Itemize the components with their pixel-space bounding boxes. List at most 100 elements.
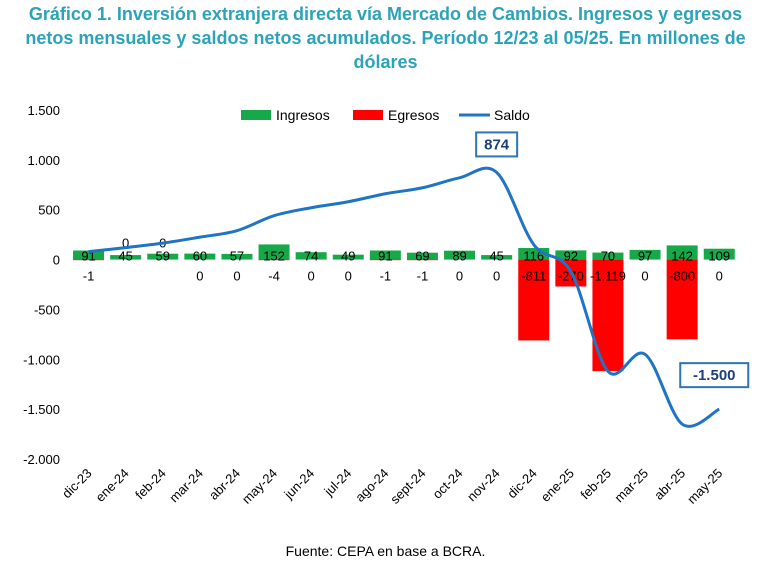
ingresos-value-label: 60 xyxy=(193,249,207,264)
ingresos-value-label: 59 xyxy=(156,249,170,264)
ingresos-labels: 91 45 59 60 57 152 74 49 91 69 89 45 116 92 70 97 142 109 xyxy=(81,249,730,264)
x-tick-label: sept-24 xyxy=(387,466,428,507)
y-tick-label: -1.000 xyxy=(23,352,60,367)
x-tick-label: mar-25 xyxy=(611,466,651,506)
egresos-value-label: 0 xyxy=(308,269,315,284)
ingresos-bar xyxy=(221,253,253,260)
ingresos-value-label: 69 xyxy=(415,249,429,264)
ingresos-value-label: 57 xyxy=(230,249,244,264)
callouts: 874 -1.500 xyxy=(475,131,750,389)
x-tick-label: abr-25 xyxy=(651,466,688,503)
ingresos-value-label: 49 xyxy=(341,249,355,264)
egresos-bar xyxy=(258,259,290,261)
x-tick-label: oct-24 xyxy=(430,466,466,502)
egresos-value-label: 0 xyxy=(716,269,723,284)
legend-label-ingresos: Ingresos xyxy=(276,107,330,123)
saldo-line-group xyxy=(88,166,721,428)
legend: Ingresos Egresos Saldo xyxy=(241,107,530,123)
y-tick-label: -1.500 xyxy=(23,402,60,417)
x-tick-label: may-25 xyxy=(684,466,725,507)
egresos-value-label: -1 xyxy=(417,269,429,284)
x-tick-label: jul-24 xyxy=(321,466,355,500)
legend-swatch-ingresos xyxy=(241,110,271,120)
egresos-value-label: 0 xyxy=(122,236,129,251)
callout-label: -1.500 xyxy=(693,367,736,384)
legend-label-egresos: Egresos xyxy=(388,107,439,123)
ingresos-bars xyxy=(73,244,735,260)
ingresos-bar xyxy=(147,253,179,260)
x-tick-label: ene-24 xyxy=(93,466,132,505)
chart-title: Gráfico 1. Inversión extranjera directa … xyxy=(25,4,746,72)
egresos-bar xyxy=(369,259,401,261)
ingresos-value-label: 91 xyxy=(378,249,392,264)
ingresos-bar xyxy=(295,252,327,260)
y-tick-label: 500 xyxy=(38,203,60,218)
callout-label: 874 xyxy=(484,136,510,153)
ingresos-value-label: 109 xyxy=(708,249,730,264)
ingresos-bar xyxy=(481,255,513,260)
egresos-bar xyxy=(406,259,438,261)
ingresos-bar xyxy=(629,249,661,260)
callout-box xyxy=(679,362,750,389)
legend-label-saldo: Saldo xyxy=(494,107,530,123)
ingresos-value-label: 142 xyxy=(671,249,693,264)
ingresos-bar xyxy=(110,255,142,260)
y-tick-label: 1.000 xyxy=(27,153,60,168)
egresos-value-label: -800 xyxy=(669,269,695,284)
x-tick-label: ago-24 xyxy=(352,466,391,505)
egresos-bar xyxy=(73,259,105,261)
ingresos-value-label: 97 xyxy=(638,249,652,264)
callout-box xyxy=(475,131,519,158)
y-tick-label: -2.000 xyxy=(23,452,60,467)
x-tick-label: ene-25 xyxy=(538,466,577,505)
source-note: Fuente: CEPA en base a BCRA. xyxy=(285,543,486,559)
ingresos-value-label: 152 xyxy=(263,249,285,264)
egresos-value-label: -1 xyxy=(380,269,392,284)
egresos-value-label: -1 xyxy=(83,269,95,284)
ingresos-bar xyxy=(666,245,698,260)
y-tick-label: -500 xyxy=(34,302,60,317)
egresos-labels: -10 00 0 -4 0 0 -1 -1 0 0 -811 -270 -1.119 0 -800 0 xyxy=(83,236,723,284)
ingresos-value-label: 45 xyxy=(118,249,132,264)
egresos-bars xyxy=(73,259,698,372)
egresos-value-label: -811 xyxy=(521,269,546,284)
ingresos-value-label: 45 xyxy=(489,249,503,264)
x-tick-label: abr-24 xyxy=(206,466,243,503)
x-tick-label: mar-24 xyxy=(166,466,206,506)
x-tick-label: jun-24 xyxy=(280,466,317,503)
ingresos-bar xyxy=(518,248,550,260)
ingresos-bar xyxy=(703,248,735,260)
x-tick-label: feb-24 xyxy=(132,466,169,503)
x-tick-label: nov-24 xyxy=(464,466,503,505)
egresos-value-label: 0 xyxy=(233,269,240,284)
egresos-value-label: -270 xyxy=(558,269,584,284)
ingresos-bar xyxy=(73,250,105,260)
y-axis: 1.500 1.000 500 0 -500 -1.000 -1.500 -2.000 xyxy=(23,103,60,467)
ingresos-value-label: 89 xyxy=(452,249,466,264)
x-tick-label: feb-25 xyxy=(577,466,614,503)
ingresos-bar xyxy=(444,250,476,260)
ingresos-bar xyxy=(592,252,624,260)
ingresos-bar xyxy=(369,250,401,260)
ingresos-bar xyxy=(258,244,290,260)
ingresos-bar xyxy=(406,252,438,260)
x-tick-label: dic-23 xyxy=(59,466,95,502)
ingresos-value-label: 70 xyxy=(601,249,615,264)
ingresos-value-label: 92 xyxy=(564,249,578,264)
ingresos-value-label: 74 xyxy=(304,249,318,264)
egresos-value-label: 0 xyxy=(345,269,352,284)
y-tick-label: 1.500 xyxy=(27,103,60,118)
egresos-bar xyxy=(518,259,550,341)
ingresos-bar xyxy=(332,254,364,260)
x-tick-label: may-24 xyxy=(239,466,280,507)
egresos-value-label: -4 xyxy=(268,269,280,284)
saldo-line xyxy=(88,166,721,428)
egresos-value-label: 0 xyxy=(641,269,648,284)
y-tick-label: 0 xyxy=(53,253,60,268)
egresos-value-label: 0 xyxy=(456,269,463,284)
ingresos-bar xyxy=(555,250,587,260)
ingresos-bar xyxy=(184,253,216,260)
ingresos-value-label: 116 xyxy=(523,249,544,264)
